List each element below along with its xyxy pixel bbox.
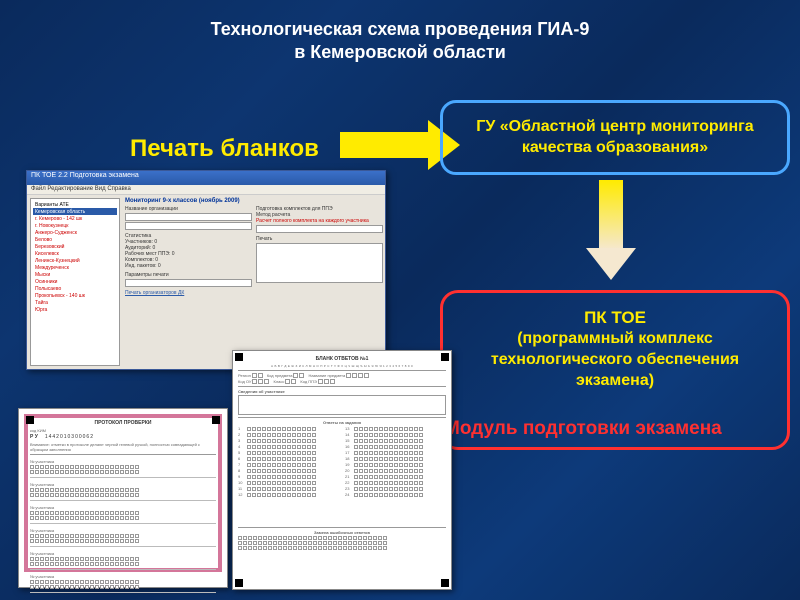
title-line1: Технологическая схема проведения ГИА-9: [0, 18, 800, 41]
field-label: Код ОУ: [238, 379, 251, 384]
form1-instruction: Внимание: отметки в протоколе делают чер…: [30, 442, 216, 452]
input-field: [125, 279, 252, 287]
form2-title: БЛАНК ОТВЕТОВ №1: [238, 356, 446, 362]
form-answer-blank: БЛАНК ОТВЕТОВ №1 А Б В Г Д Е Ж З И К Л М…: [232, 350, 452, 590]
section-label: Замена ошибочных ответов: [238, 530, 446, 535]
tree-item: Междуреченск: [33, 264, 117, 271]
app-screenshot: ПК ТОЕ 2.2 Подготовка экзамена Файл Реда…: [26, 170, 386, 370]
tree-item: Киселевск: [33, 250, 117, 257]
section-label: Сведения об участнике: [238, 389, 446, 394]
box2-line1: ПК ТОЕ: [584, 307, 646, 329]
form1-code-value: 1442010300062: [45, 434, 94, 440]
tree-item: Мыски: [33, 271, 117, 278]
box-regional-center: ГУ «Областной центр мониторинга качества…: [440, 100, 790, 175]
tree-item: Прокопьевск - 140 шк: [33, 292, 117, 299]
tree-item: г. Кемерово - 142 шк: [33, 215, 117, 222]
tree-item: г. Новокузнецк: [33, 222, 117, 229]
tree-item: Анжеро-Судженск: [33, 229, 117, 236]
box2-line2: (программный комплекс технологического о…: [451, 329, 779, 391]
app-main-panel: Мониторинг 9-х классов (ноябрь 2009) Наз…: [123, 195, 385, 369]
section-label: Параметры печати: [125, 272, 252, 278]
tree-item: Юрга: [33, 306, 117, 313]
tree-item: Кемеровская область: [33, 208, 117, 215]
form2-barcode-row: А Б В Г Д Е Ж З И К Л М Н О П Р С Т У Ф …: [238, 364, 446, 368]
tree-item: Белово: [33, 236, 117, 243]
tree-item: Тайга: [33, 299, 117, 306]
arrow-down: [586, 180, 636, 280]
section-red-text: Расчет полного комплекта на каждого учас…: [256, 218, 383, 224]
form1-subcode: Р У: [30, 434, 38, 440]
tree-item: Ленинск-Кузнецкий: [33, 257, 117, 264]
form-protocol: ПРОТОКОЛ ПРОВЕРКИ код КИМ Р У 1442010300…: [18, 408, 228, 588]
label-print-forms: Печать бланков: [130, 135, 319, 163]
bottom-link: Печать организаторов ДК: [125, 290, 383, 296]
box1-text: ГУ «Областной центр мониторинга качества…: [451, 117, 779, 159]
field-label: Регион: [238, 373, 251, 378]
field-label: Название предмета: [308, 373, 345, 378]
field-label: Код ППЭ: [300, 379, 317, 384]
tree-item: Осинники: [33, 278, 117, 285]
form1-code-label: код КИМ: [30, 428, 216, 433]
app-main-title: Мониторинг 9-х классов (ноябрь 2009): [125, 198, 383, 204]
tree-header: Варианты АТЕ: [33, 201, 117, 208]
input-field: [125, 213, 252, 221]
stat-row: Инд. пакетов: 0: [125, 263, 252, 269]
title-line2: в Кемеровской области: [0, 41, 800, 64]
input-field: [125, 222, 252, 230]
form1-title: ПРОТОКОЛ ПРОВЕРКИ: [30, 420, 216, 426]
slide-title: Технологическая схема проведения ГИА-9 в…: [0, 0, 800, 65]
section-label: Название организации: [125, 206, 252, 212]
input-field: [256, 225, 383, 233]
section-label: Печать: [256, 236, 383, 242]
field-label: Код предмета: [267, 373, 293, 378]
input-field: [256, 243, 383, 283]
tree-item: Березовский: [33, 243, 117, 250]
label-exam-module: Модуль подготовки экзамена: [444, 418, 722, 440]
app-titlebar: ПК ТОЕ 2.2 Подготовка экзамена: [27, 171, 385, 185]
field-label: Класс: [273, 379, 284, 384]
tree-item: Полысаево: [33, 285, 117, 292]
app-tree-panel: Варианты АТЕ Кемеровская область г. Кеме…: [30, 198, 120, 366]
app-menubar: Файл Редактирование Вид Справка: [27, 185, 385, 195]
